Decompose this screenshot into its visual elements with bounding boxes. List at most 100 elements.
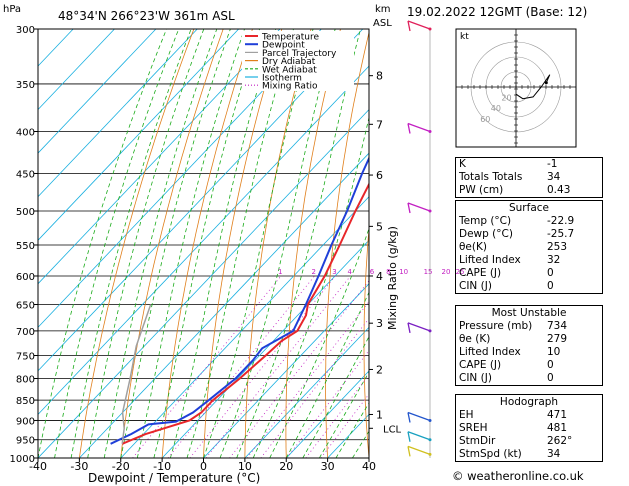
hodograph-ring-label: 20 [501,94,511,103]
temperature-tick-label: -40 [29,460,47,473]
wet-adiabat-line [252,115,369,458]
legend-entry: Dry Adiabat [262,57,316,67]
row-label: Totals Totals [459,171,523,183]
isotherm-line [244,326,369,458]
temperature-tick-label: 10 [238,460,252,473]
row-value: 34 [547,171,561,183]
wet-adiabat-line [302,335,369,458]
wet-adiabat-line [70,29,192,458]
wet-adiabat-line [285,291,369,458]
mixing-ratio-line [167,275,315,458]
wet-adiabat-line [203,29,314,458]
temperature-tick-label: 0 [200,460,207,473]
dry-adiabat-line [285,29,341,458]
row-label: Lifted Index [459,346,521,358]
row-value: 34 [547,448,561,460]
legend-entry: Temperature [261,33,319,43]
table-row: Temp (°C) -22.9 [456,215,602,228]
mixing-ratio-tick: 25 [456,268,465,276]
location-label: 48°34'N 266°23'W 361m ASL [58,9,235,23]
row-value: 0.43 [547,184,571,196]
height-tick-label: 6 [376,169,383,182]
temperature-tick-label: -20 [112,460,130,473]
row-value: 734 [547,320,568,332]
wind-barb [407,202,431,212]
pressure-tick-label: 550 [16,241,35,252]
isotherm-line [38,29,74,67]
series-line-temperature [121,182,369,445]
dry-adiabat-line [603,29,629,458]
row-label: Temp (°C) [459,215,512,227]
footer-credit: © weatheronline.co.uk [452,469,584,483]
height-tick-label: 2 [376,363,383,376]
table-row: Totals Totals 34 [456,171,602,184]
row-value: 279 [547,333,568,345]
row-label: Dewp (°C) [459,228,513,240]
temperature-tick-label: -10 [153,460,171,473]
mixing-ratio-tick: 20 [442,268,451,276]
row-value: 10 [547,346,561,358]
pressure-tick-label: 750 [16,351,35,362]
table-row: Lifted Index 32 [456,254,602,267]
wet-adiabat-line [153,29,260,458]
table-row: Dewp (°C) -25.7 [456,228,602,241]
pressure-tick-label: 700 [16,327,35,338]
dry-adiabat-line [244,29,312,458]
dry-adiabat-line [401,29,428,458]
indices-table: K -1 Totals Totals 34 PW (cm) 0.43 [455,157,603,198]
wet-adiabat-line [219,29,336,458]
profile-series [110,156,369,445]
lcl-label: LCL [383,424,402,435]
table-row: SREH 481 [456,422,602,435]
row-value: 0 [547,280,554,292]
table-row: Lifted Index 10 [456,346,602,359]
hodograph-table: Hodograph EH 471 SREH 481 StmDir 262° StmSpd (… [455,394,603,462]
hodograph-ring-label: 60 [480,115,490,124]
table-row: K -1 [456,158,602,171]
mixing-ratio-tick: 3 [332,268,336,276]
legend-entry: Isotherm [262,74,302,84]
mixing-ratio-tick: 8 [386,268,390,276]
legend-entry: Dewpoint [262,41,305,51]
height-axis-km-label: km [375,4,391,15]
table-row: StmSpd (kt) 34 [456,448,602,461]
pressure-tick-label: 350 [16,80,35,91]
row-label: StmSpd (kt) [459,448,522,460]
mixing-ratio-tick: 2 [312,268,316,276]
background-lines [38,29,629,458]
pressure-tick-label: 850 [16,396,35,407]
hodograph-trace [515,74,551,100]
row-label: Pressure (mb) [459,320,533,332]
isotherm-line [38,65,369,416]
wet-adiabat-line [38,29,167,458]
row-label: StmDir [459,435,496,447]
dry-adiabat-line [79,29,195,458]
mixing-ratio-tick: 4 [348,268,353,276]
mixing-ratio-line [229,280,369,458]
table-row: CIN (J) 0 [456,372,602,385]
height-tick-label: 7 [376,118,383,131]
height-axis-asl-label: ASL [373,18,392,29]
row-label: θe(K) [459,241,487,253]
datetime-label: 19.02.2022 12GMT (Base: 12) [407,5,588,19]
wet-adiabat-line [170,29,277,458]
wind-barb [407,20,431,30]
mixing-ratio-labels: 1 2 3 4 6 8 10 15 20 25 [278,268,465,276]
pressure-tick-label: 300 [16,25,35,36]
isotherm-line [38,29,322,328]
temperature-tick-label: 30 [321,460,335,473]
table-row: θe (K) 279 [456,333,602,346]
row-label: PW (cm) [459,184,504,196]
row-value: 0 [547,372,554,384]
row-value: -22.9 [547,215,575,227]
wet-adiabat-line [120,29,231,458]
wet-adiabat-line [236,29,361,458]
wet-adiabat-line [186,29,294,458]
pressure-tick-label: 950 [16,436,35,447]
wet-adiabat-line [54,29,180,458]
height-tick-label: 4 [376,270,383,283]
wind-barb [407,431,431,441]
